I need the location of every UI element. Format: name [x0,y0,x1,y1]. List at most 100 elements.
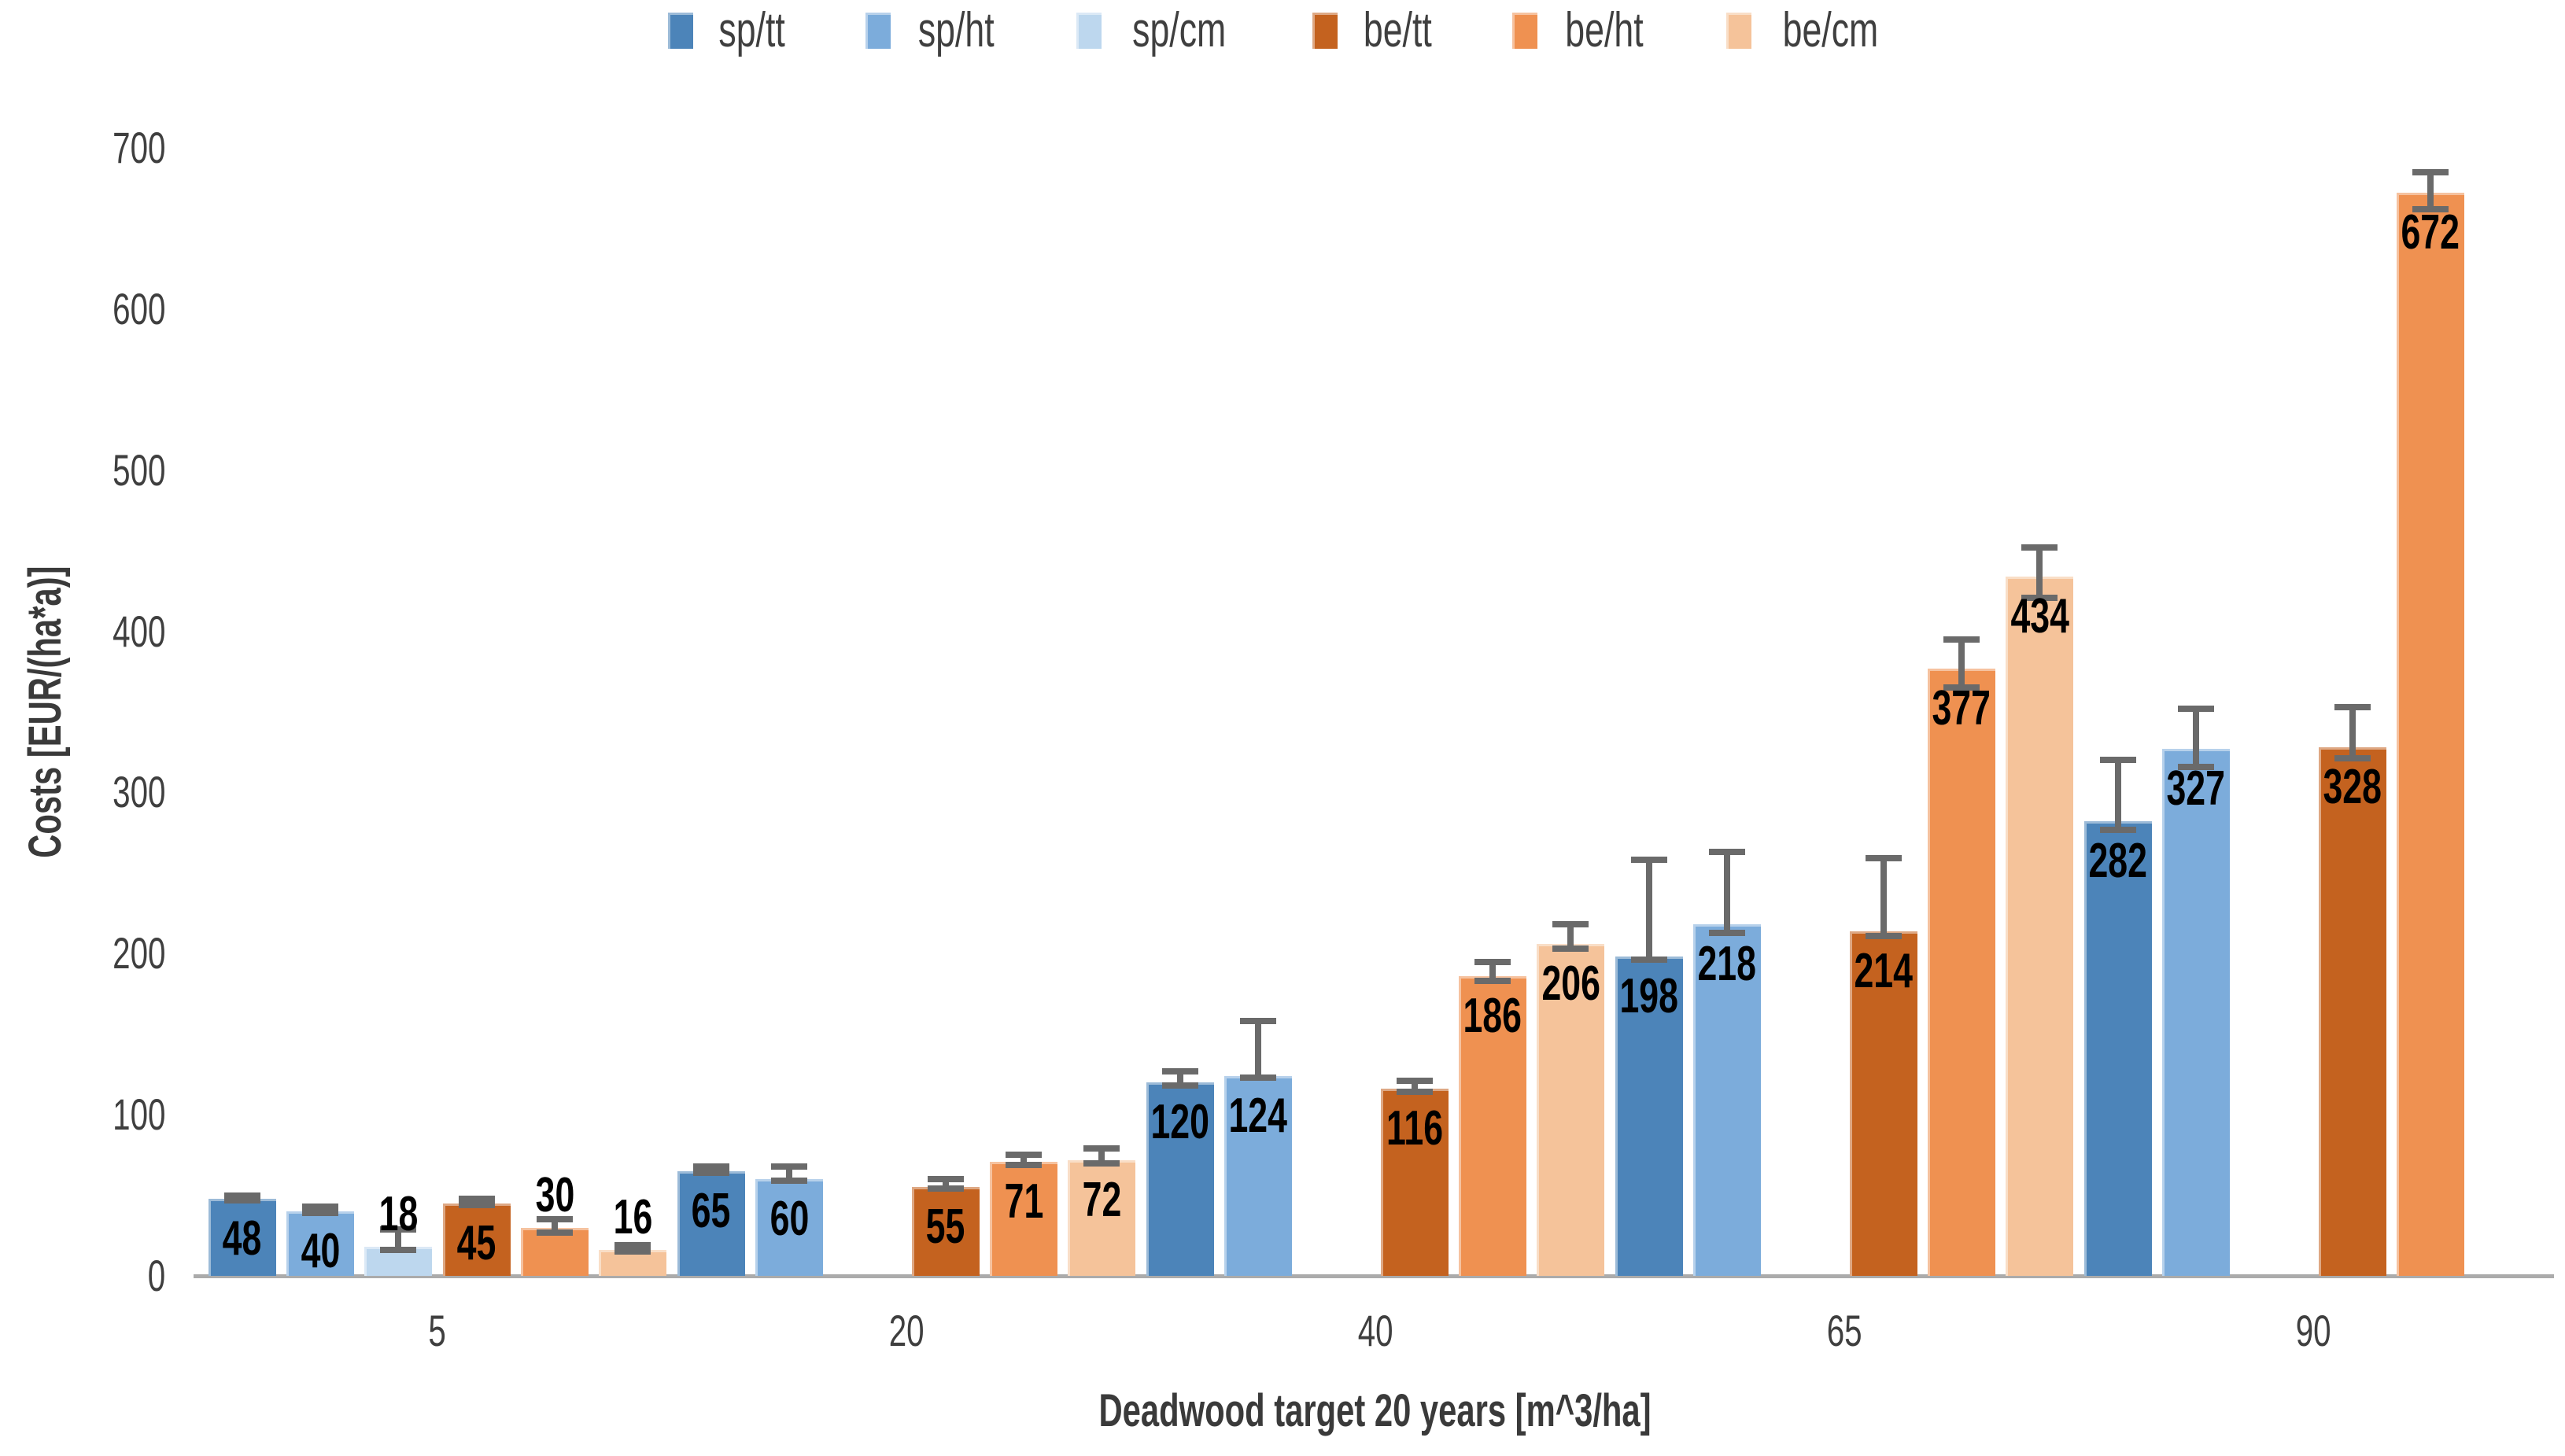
error-bar-cap-bottom [614,1248,651,1255]
y-tick-label-100: 100 [112,1089,165,1140]
error-bar-cap-bottom [537,1229,573,1236]
legend-item-be-cm: be/cm [1726,6,1897,55]
x-tick-label-40: 40 [1357,1306,1393,1355]
bar-be-ht-40 [1459,975,1526,1276]
bar-value-label-be-cm-20: 72 [1082,1172,1122,1227]
error-bar-cap-bottom [2021,594,2058,601]
legend-label: be/ht [1565,3,1644,57]
bar-value-label-be-ht-65: 377 [1932,680,1991,735]
error-bar-cap-top [1709,849,1745,856]
x-axis-title-text: Deadwood target 20 years [m^3/ha] [1098,1385,1652,1436]
error-bar-sp-ht-90 [2193,708,2199,767]
error-bar-be-ht-90 [2427,171,2434,209]
bar-value-label-be-tt-90: 328 [2323,760,2382,815]
error-bar-cap-top [1865,855,1902,862]
legend-item-sp-cm: sp/cm [1076,6,1244,55]
error-bar-cap-top [223,1192,260,1199]
legend-swatch-sp-cm [1076,13,1102,49]
bar-value-label-sp-ht-5: 40 [301,1224,340,1279]
bar-value-label-be-ht-20: 71 [1004,1174,1043,1229]
error-bar-cap-bottom [2412,205,2449,212]
x-tick-label-20: 20 [888,1306,925,1355]
y-tick-label-500: 500 [112,444,165,495]
error-bar-cap-top [1943,636,1980,643]
error-bar-be-cm-65 [2036,547,2043,598]
error-bar-cap-bottom [2334,755,2371,762]
error-bar-be-cm-40 [1567,924,1574,949]
bar-value-label-sp-tt-90: 282 [2088,834,2147,889]
error-bar-cap-top [537,1216,573,1223]
y-tick-label-600: 600 [112,283,165,334]
error-bar-cap-bottom [1006,1161,1042,1168]
bar-value-label-be-ht-40: 186 [1463,988,1522,1043]
error-bar-cap-bottom [1396,1089,1433,1096]
bar-value-label-sp-ht-20: 60 [770,1192,809,1247]
x-axis-title: Deadwood target 20 years [m^3/ha] [746,1386,2005,1436]
bar-sp-tt-65 [1615,957,1683,1276]
y-tick-label-0: 0 [147,1251,165,1300]
error-bar-cap-bottom [302,1210,338,1217]
error-bar-cap-top [1552,921,1589,928]
legend-label: sp/tt [718,3,785,57]
error-bar-cap-bottom [1474,978,1511,985]
error-bar-cap-top [1083,1145,1120,1152]
legend-label: sp/ht [917,3,995,57]
error-bar-cap-top [1240,1018,1276,1025]
bar-sp-ht-90 [2162,749,2230,1276]
x-axis-line [194,1274,2554,1278]
error-bar-cap-top [2412,168,2449,175]
error-bar-cap-bottom [1630,957,1667,964]
error-bar-cap-bottom [927,1185,964,1192]
bar-be-ht-65 [1928,668,1995,1276]
bar-be-tt-20 [911,1187,980,1276]
legend-item-be-tt: be/tt [1312,6,1445,55]
error-bar-cap-bottom [1552,945,1589,953]
error-bar-cap-bottom [1865,932,1902,939]
error-bar-cap-top [614,1242,651,1249]
error-bar-sp-ht-40 [1255,1021,1261,1078]
legend-swatch-sp-ht [865,13,891,49]
legend-item-sp-tt: sp/tt [667,3,798,57]
bar-value-label-be-tt-65: 214 [1854,943,1913,998]
error-bar-cap-bottom [1083,1159,1120,1167]
error-bar-sp-ht-20 [786,1166,792,1181]
bar-sp-ht-20 [755,1179,823,1276]
bar-value-label-sp-ht-40: 124 [1228,1088,1288,1143]
error-bar-cap-bottom [223,1196,260,1204]
bar-value-label-sp-ht-65: 218 [1697,937,1757,992]
bar-value-label-be-ht-5: 30 [535,1167,574,1222]
bar-sp-tt-90 [2083,821,2152,1276]
error-bar-cap-top [692,1163,729,1170]
bar-be-tt-65 [1849,931,1917,1276]
legend-item-sp-ht: sp/ht [865,6,1009,55]
error-bar-cap-top [2099,757,2136,764]
legend-swatch-sp-tt [667,13,693,49]
y-tick-label-400: 400 [112,606,165,656]
error-bar-cap-bottom [1943,684,1980,691]
bar-be-tt-40 [1380,1089,1449,1276]
bar-value-label-be-tt-20: 55 [925,1200,965,1255]
error-bar-sp-cm-5 [395,1229,402,1251]
error-bar-cap-top [380,1226,417,1233]
y-tick-label-700: 700 [112,123,165,172]
x-tick-label-90: 90 [2295,1306,2331,1355]
error-bar-be-cm-5 [629,1245,637,1252]
legend-swatch-be-tt [1312,13,1338,49]
error-bar-be-tt-90 [2349,706,2356,759]
bar-value-label-sp-cm-5: 18 [378,1187,419,1242]
error-bar-sp-tt-65 [1645,860,1652,960]
bar-sp-tt-5 [208,1198,276,1276]
x-tick-label-65: 65 [1826,1306,1862,1355]
y-tick-label-300: 300 [112,767,165,817]
error-bar-cap-top [1474,958,1511,965]
legend-label: be/cm [1782,3,1879,57]
error-bar-cap-bottom [2099,826,2136,833]
legend-swatch-be-ht [1512,13,1538,49]
bar-value-label-sp-ht-90: 327 [2166,761,2226,816]
bar-be-ht-90 [2397,193,2464,1276]
error-bar-cap-bottom [458,1201,495,1208]
bar-be-cm-65 [2006,576,2074,1276]
error-bar-cap-top [2021,544,2058,551]
bar-be-ht-20 [990,1161,1057,1276]
bar-be-tt-90 [2318,747,2386,1276]
